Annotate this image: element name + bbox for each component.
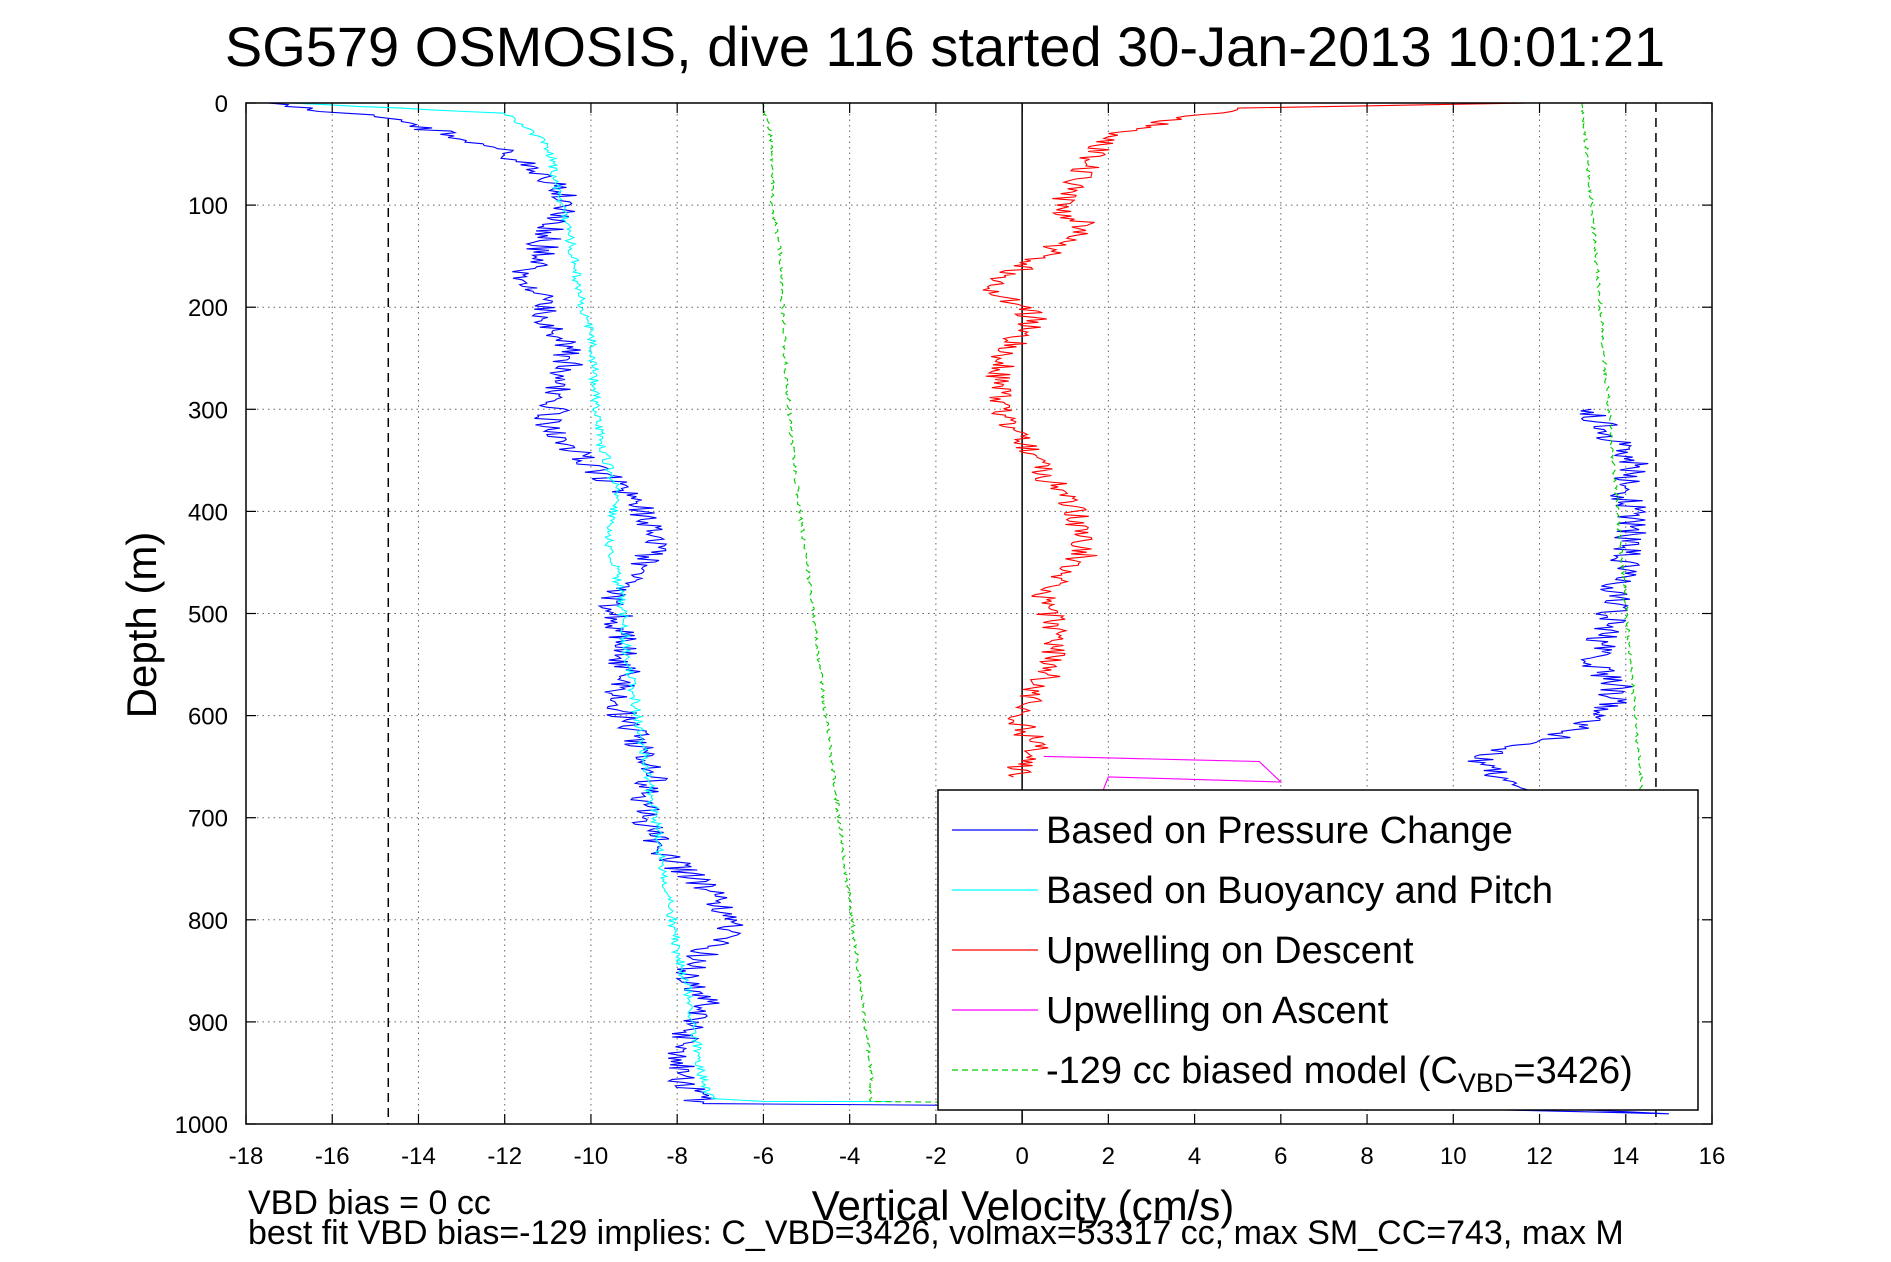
series-line — [982, 102, 1527, 778]
legend-label: -129 cc biased model (CVBD=3426) — [1046, 1050, 1633, 1098]
x-tick-label: 4 — [1188, 1143, 1201, 1170]
series-line — [267, 102, 1669, 1115]
x-tick-label: 14 — [1612, 1143, 1639, 1170]
y-tick-label: 400 — [188, 499, 228, 526]
series-line — [289, 102, 893, 1103]
x-tick-label: -12 — [487, 1143, 522, 1170]
legend: Based on Pressure Change Based on Buoyanc… — [937, 789, 1699, 1111]
y-tick-label: 900 — [188, 1010, 228, 1037]
x-tick-label: -18 — [229, 1143, 264, 1170]
y-tick-label: 700 — [188, 806, 228, 833]
x-tick-label: 8 — [1360, 1143, 1373, 1170]
legend-box — [937, 789, 1699, 1111]
y-tick-label: 0 — [215, 91, 228, 118]
x-tick-label: 10 — [1440, 1143, 1467, 1170]
legend-label: Based on Buoyancy and Pitch — [1046, 870, 1553, 912]
y-axis-label: Depth (m) — [118, 532, 165, 719]
best-fit-note: best fit VBD bias=-129 implies: C_VBD=34… — [248, 1214, 1624, 1252]
x-tick-label: -16 — [315, 1143, 350, 1170]
x-tick-label: 6 — [1274, 1143, 1287, 1170]
x-axis-label: Vertical Velocity (cm/s) — [812, 1182, 1234, 1229]
y-tick-label: 600 — [188, 704, 228, 731]
legend-label: Upwelling on Descent — [1046, 930, 1414, 972]
x-tick-label: -6 — [753, 1143, 774, 1170]
ticks: -18 -16 -14 -12 -10 -8 -6 -4 -2 0 2 4 6 8 10 12 14 16 0 100… — [175, 91, 1726, 1170]
x-tick-label: -4 — [839, 1143, 860, 1170]
x-tick-label: 2 — [1102, 1143, 1115, 1170]
x-tick-label: 12 — [1526, 1143, 1553, 1170]
chart-title: SG579 OSMOSIS, dive 116 started 30-Jan-2… — [225, 15, 1665, 78]
y-tick-label: 800 — [188, 908, 228, 935]
y-tick-label: 200 — [188, 295, 228, 322]
x-tick-label: -2 — [925, 1143, 946, 1170]
x-tick-label: -14 — [401, 1143, 436, 1170]
y-tick-label: 100 — [188, 193, 228, 220]
y-tick-label: 500 — [188, 602, 228, 629]
legend-label: Upwelling on Ascent — [1046, 990, 1389, 1032]
x-tick-label: 16 — [1699, 1143, 1726, 1170]
legend-label: Based on Pressure Change — [1046, 810, 1513, 852]
x-tick-label: 0 — [1015, 1143, 1028, 1170]
x-tick-label: -8 — [667, 1143, 688, 1170]
y-tick-label: 300 — [188, 397, 228, 424]
vbd-bias-note: VBD bias = 0 cc — [248, 1184, 491, 1222]
y-tick-label: 1000 — [175, 1112, 228, 1139]
x-tick-label: -10 — [574, 1143, 609, 1170]
